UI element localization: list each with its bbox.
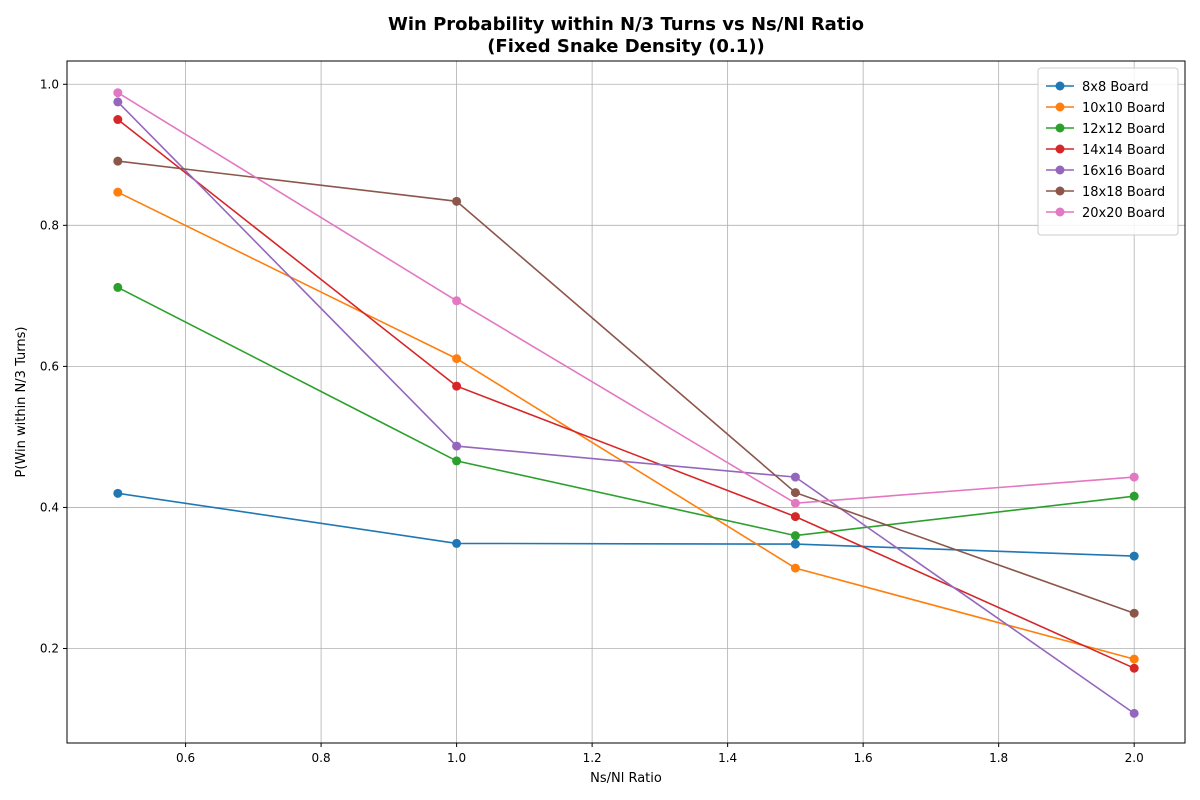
- series-line: [117, 160, 1135, 614]
- legend-item: 18x18 Board: [1046, 185, 1165, 200]
- legend: 8x8 Board 10x10 Board 12x12 Board 14x14 Boa…: [1037, 67, 1179, 236]
- x-tick-label: 0.8: [312, 751, 331, 765]
- x-tick-label: 2.0: [1125, 751, 1144, 765]
- series-line: [117, 286, 1135, 537]
- legend-label: 10x10 Board: [1082, 101, 1165, 116]
- x-tick-label: 1.4: [718, 751, 737, 765]
- data-point: [452, 296, 462, 306]
- y-tick-label: 0.2: [40, 641, 59, 655]
- legend-item: 16x16 Board: [1046, 164, 1165, 179]
- data-point: [452, 196, 462, 206]
- data-point: [790, 512, 800, 522]
- series-20x20: [113, 88, 1139, 508]
- x-tick-label: 1.8: [989, 751, 1008, 765]
- series-18x18: [113, 156, 1139, 618]
- legend-item: 12x12 Board: [1046, 122, 1165, 137]
- data-point: [113, 488, 123, 498]
- legend-marker: [1055, 144, 1065, 154]
- series-line: [117, 92, 1135, 505]
- data-point: [113, 282, 123, 292]
- series-8x8: [113, 488, 1139, 561]
- x-axis-ticks: 0.6 0.8 1.0 1.2 1.4 1.6 1.8 2.0: [176, 743, 1144, 765]
- data-point: [1129, 491, 1139, 501]
- data-point: [790, 472, 800, 482]
- legend-item: 10x10 Board: [1046, 101, 1165, 116]
- x-tick-label: 0.6: [176, 751, 195, 765]
- legend-marker: [1055, 81, 1065, 91]
- data-point: [452, 441, 462, 451]
- y-tick-label: 0.6: [40, 359, 59, 373]
- legend-label: 12x12 Board: [1082, 122, 1165, 137]
- series-line: [117, 492, 1135, 557]
- plot-area-frame: [66, 60, 1186, 744]
- data-point: [452, 538, 462, 548]
- legend-box: [1037, 67, 1179, 236]
- x-tick-label: 1.6: [854, 751, 873, 765]
- x-tick-label: 1.0: [447, 751, 466, 765]
- data-point: [790, 488, 800, 498]
- data-point: [452, 354, 462, 364]
- legend-label: 8x8 Board: [1082, 80, 1149, 95]
- legend-label: 20x20 Board: [1082, 206, 1165, 221]
- legend-label: 16x16 Board: [1082, 164, 1165, 179]
- data-point: [790, 563, 800, 573]
- y-tick-label: 0.4: [40, 500, 59, 514]
- data-point: [1129, 608, 1139, 618]
- legend-marker: [1055, 102, 1065, 112]
- data-point: [790, 498, 800, 508]
- series-line: [117, 101, 1135, 715]
- y-tick-label: 1.0: [40, 77, 59, 91]
- series-12x12: [113, 282, 1139, 541]
- x-tick-label: 1.2: [583, 751, 602, 765]
- chart-title: Win Probability within N/3 Turns vs Ns/N…: [388, 14, 864, 35]
- chart-subtitle: (Fixed Snake Density (0.1)): [487, 36, 765, 57]
- legend-marker: [1055, 165, 1065, 175]
- series-16x16: [113, 97, 1139, 718]
- data-point: [113, 88, 123, 98]
- data-point: [790, 531, 800, 541]
- y-axis-ticks: 0.2 0.4 0.6 0.8 1.0: [40, 77, 67, 655]
- data-point: [1129, 551, 1139, 561]
- y-tick-label: 0.8: [40, 218, 59, 232]
- data-point: [1129, 472, 1139, 482]
- data-point: [1129, 654, 1139, 664]
- legend-marker: [1055, 207, 1065, 217]
- legend-item: 8x8 Board: [1046, 80, 1149, 95]
- data-point: [113, 156, 123, 166]
- legend-item: 20x20 Board: [1046, 206, 1165, 221]
- data-point: [113, 115, 123, 125]
- series-layer: [113, 88, 1139, 718]
- legend-marker: [1055, 186, 1065, 196]
- series-10x10: [113, 187, 1139, 664]
- series-14x14: [113, 115, 1139, 673]
- data-point: [452, 381, 462, 391]
- legend-marker: [1055, 123, 1065, 133]
- data-point: [113, 97, 123, 107]
- y-axis-label: P(Win within N/3 Turns): [14, 327, 29, 478]
- legend-label: 18x18 Board: [1082, 185, 1165, 200]
- series-line: [117, 118, 1135, 669]
- data-point: [1129, 708, 1139, 718]
- x-axis-label: Ns/Nl Ratio: [590, 771, 662, 786]
- data-point: [452, 456, 462, 466]
- data-point: [790, 539, 800, 549]
- legend-item: 14x14 Board: [1046, 143, 1165, 158]
- series-line: [117, 191, 1135, 660]
- data-point: [1129, 663, 1139, 673]
- data-point: [113, 187, 123, 197]
- legend-label: 14x14 Board: [1082, 143, 1165, 158]
